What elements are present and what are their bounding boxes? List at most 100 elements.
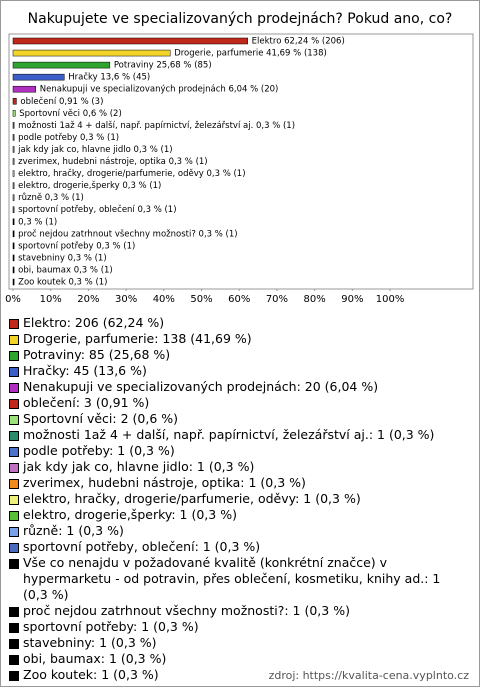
data-label: 0,3 % (1): [18, 217, 57, 227]
data-label: sportovní potřeby 0,3 % (1): [18, 241, 135, 251]
legend-item: zverimex, hudebni nástroje, optika: 1 (0…: [9, 475, 464, 491]
legend-label: různě: 1 (0,3 %): [23, 523, 124, 538]
legend-item: stavebniny: 1 (0,3 %): [9, 635, 464, 651]
legend-swatch: [9, 655, 19, 665]
legend-item: obi, baumax: 1 (0,3 %): [9, 651, 464, 667]
x-tick-label: 50%: [190, 294, 212, 305]
legend-swatch: [9, 383, 19, 393]
bar: [12, 146, 15, 153]
data-label: různě 0,3 % (1): [18, 192, 84, 203]
legend-swatch: [9, 431, 19, 441]
bar: [12, 49, 171, 57]
legend-swatch: [9, 351, 19, 361]
legend-item: sportovní potřeby: 1 (0,3 %): [9, 619, 464, 635]
legend-swatch: [9, 319, 19, 329]
legend-label: obi, baumax: 1 (0,3 %): [23, 651, 167, 666]
legend-swatch: [9, 495, 19, 505]
legend-label: stavebniny: 1 (0,3 %): [23, 635, 157, 650]
data-label: oblečení 0,91 % (3): [20, 96, 103, 107]
data-label: proč nejdou zatrhnout všechny možnosti? …: [18, 228, 237, 239]
bar: [12, 134, 15, 141]
legend-label: elektro, hračky, drogerie/parfumerie, od…: [23, 491, 361, 506]
data-label: Nenakupuji ve specializovaných prodejnác…: [40, 85, 279, 95]
legend-item: Sportovní věci: 2 (0,6 %): [9, 411, 464, 427]
legend-label: zverimex, hudebni nástroje, optika: 1 (0…: [23, 475, 306, 490]
legend: Elektro: 206 (62,24 %) Drogerie, parfumer…: [9, 315, 464, 683]
data-label: zverimex, hudebni nástroje, optika 0,3 %…: [18, 157, 208, 167]
legend-item: různě: 1 (0,3 %): [9, 523, 464, 539]
bar: [12, 182, 15, 189]
x-tick-label: 80%: [304, 294, 326, 305]
plot-frame: [8, 33, 474, 290]
bar: [12, 158, 15, 165]
legend-swatch: [9, 607, 19, 617]
legend-item: Drogerie, parfumerie: 138 (41,69 %): [9, 331, 464, 347]
bar: [12, 110, 16, 117]
chart: Nakupujete ve specializovaných prodejnác…: [5, 11, 474, 305]
bar: [12, 194, 15, 201]
legend-label: jak kdy jak co, hlavne jidlo: 1 (0,3 %): [23, 459, 255, 474]
data-label: elektro, drogerie,šperky 0,3 % (1): [18, 180, 161, 191]
legend-label: oblečení: 3 (0,91 %): [23, 395, 150, 410]
bar: [12, 73, 65, 81]
legend-swatch: [9, 639, 19, 649]
legend-item: Hračky: 45 (13,6 %): [9, 363, 464, 379]
legend-item: sportovní potřeby, oblečení: 1 (0,3 %): [9, 539, 464, 555]
legend-label: elektro, drogerie,šperky: 1 (0,3 %): [23, 507, 237, 522]
legend-item: jak kdy jak co, hlavne jidlo: 1 (0,3 %): [9, 459, 464, 475]
data-label: stavebniny 0,3 % (1): [18, 253, 107, 263]
data-label: Drogerie, parfumerie 41,69 % (138): [174, 49, 327, 59]
legend-swatch: [9, 399, 19, 409]
bar: [12, 242, 15, 250]
legend-label: Nenakupuji ve specializovaných prodejnác…: [23, 379, 379, 394]
chart-title: Nakupujete ve specializovaných prodejnác…: [28, 11, 453, 27]
legend-label: Elektro: 206 (62,24 %): [23, 315, 165, 330]
data-label: podle potřeby 0,3 % (1): [18, 133, 119, 143]
data-label: obi, baumax 0,3 % (1): [18, 265, 113, 275]
legend-item: Vše co nenajdu v požadované kvalitě (kon…: [9, 555, 464, 603]
legend-label: podle potřeby: 1 (0,3 %): [23, 443, 175, 458]
legend-swatch: [9, 543, 19, 553]
legend-swatch: [9, 335, 19, 345]
legend-item: podle potřeby: 1 (0,3 %): [9, 443, 464, 459]
x-tick-label: 40%: [153, 294, 175, 305]
x-tick-label: 70%: [266, 294, 288, 305]
legend-label: Sportovní věci: 2 (0,6 %): [23, 411, 178, 426]
legend-item: možnosti 1až 4 + další, např. papírnictv…: [9, 427, 464, 443]
legend-label: sportovní potřeby: 1 (0,3 %): [23, 619, 199, 634]
legend-swatch: [9, 511, 19, 521]
legend-label: možnosti 1až 4 + další, např. papírnictv…: [23, 427, 435, 442]
legend-item: Elektro: 206 (62,24 %): [9, 315, 464, 331]
legend-swatch: [9, 671, 19, 681]
legend-label: proč nejdou zatrhnout všechny možnosti?:…: [23, 603, 350, 618]
legend-label: Vše co nenajdu v požadované kvalitě (kon…: [23, 555, 441, 602]
legend-swatch: [9, 623, 19, 633]
legend-swatch: [9, 479, 19, 489]
bar: [12, 98, 17, 105]
legend-swatch: [9, 447, 19, 457]
legend-item: Potraviny: 85 (25,68 %): [9, 347, 464, 363]
legend-item: proč nejdou zatrhnout všechny možnosti?:…: [9, 603, 464, 619]
legend-swatch: [9, 367, 19, 377]
x-tick-label: 100%: [376, 294, 405, 305]
legend-swatch: [9, 559, 19, 569]
data-label: elektro, hračky, drogerie/parfumerie, od…: [18, 168, 245, 179]
x-tick-label: 30%: [115, 294, 137, 305]
legend-label: Hračky: 45 (13,6 %): [23, 363, 147, 378]
data-label: Elektro 62,24 % (206): [252, 37, 345, 47]
source: zdroj: https://kvalita-cena.vyplnto.cz: [268, 669, 469, 682]
x-tick-label: 20%: [77, 294, 99, 305]
bar: [12, 230, 15, 238]
legend-label: sportovní potřeby, oblečení: 1 (0,3 %): [23, 539, 261, 554]
legend-item: Nenakupuji ve specializovaných prodejnác…: [9, 379, 464, 395]
bar: [12, 170, 15, 177]
legend-item: oblečení: 3 (0,91 %): [9, 395, 464, 411]
data-label: Hračky 13,6 % (45): [68, 72, 150, 83]
legend-item: elektro, drogerie,šperky: 1 (0,3 %): [9, 507, 464, 523]
legend-swatch: [9, 415, 19, 425]
x-tick-label: 10%: [40, 294, 62, 305]
data-label: Potraviny 25,68 % (85): [114, 61, 212, 71]
bar: [12, 254, 15, 262]
bar: [12, 218, 15, 225]
data-label: možnosti 1až 4 + další, např. papírnictv…: [18, 120, 295, 131]
